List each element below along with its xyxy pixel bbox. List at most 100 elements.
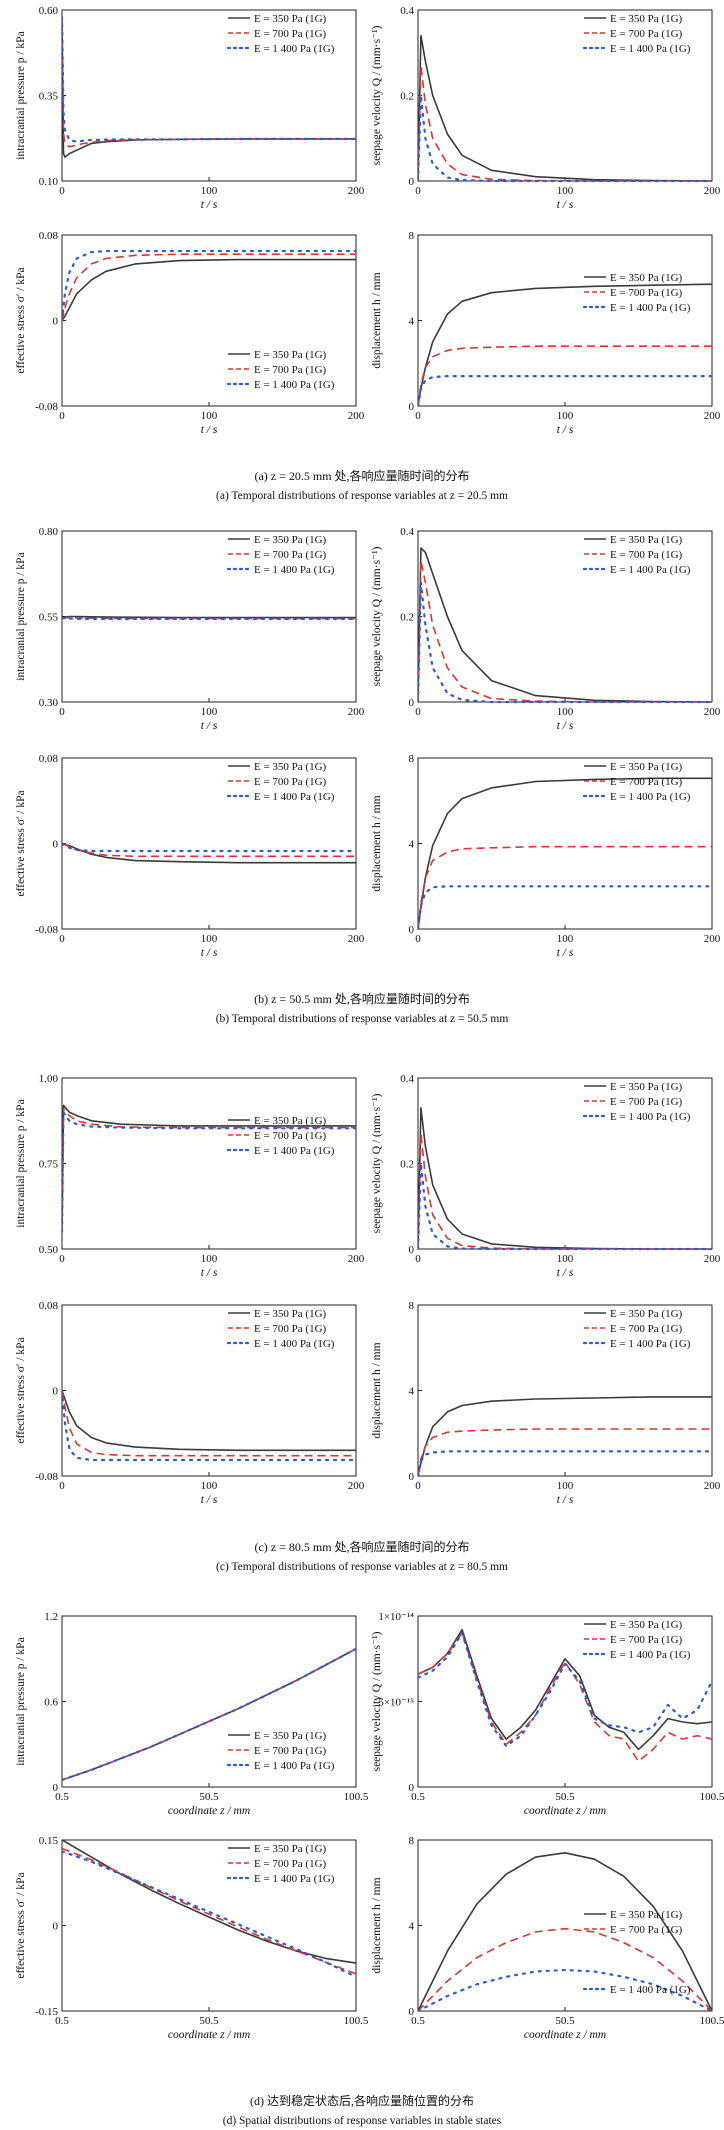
y-tick-label: 0.08 [39, 230, 59, 242]
legend-label-3: E = 1 400 Pa (1G) [254, 791, 335, 803]
x-axis-label: t / s [557, 1267, 574, 1279]
x-tick-label: 100.5 [344, 1791, 369, 1803]
y-tick-label: 0 [409, 2006, 415, 2018]
legend-label-2: E = 700 Pa (1G) [610, 287, 683, 299]
series-line-2 [418, 1132, 712, 1250]
series-line-3 [62, 1389, 356, 1462]
y-axis-label: effective stress σ′ / kPa [15, 1872, 27, 1978]
y-tick-label: 4 [409, 316, 415, 328]
y-tick-label: 8 [409, 1835, 415, 1847]
legend-label-1: E = 350 Pa (1G) [254, 534, 327, 546]
y-axis-label: seepage velocity Q / (mm·s⁻¹) [371, 546, 383, 686]
legend-label-3: E = 1 400 Pa (1G) [254, 1145, 335, 1157]
series-line-2 [62, 616, 356, 620]
legend-label-1: E = 350 Pa (1G) [254, 1115, 327, 1127]
chart-c4: 0 100 200 0 4 8 t / s displacement h / mm E = 35… [371, 1300, 721, 1506]
x-tick-label: 200 [348, 410, 365, 422]
y-tick-label: 0.4 [400, 1073, 414, 1085]
legend-label-1: E = 350 Pa (1G) [610, 1081, 683, 1093]
series-line-1 [418, 547, 712, 703]
chart-c1: 0 100 200 0.50 0.75 1.00 t / s intracranial pre… [15, 1073, 365, 1279]
x-tick-label: 100 [201, 933, 218, 945]
x-tick-label: 100 [201, 706, 218, 718]
y-tick-label: -0.15 [35, 2006, 58, 2018]
y-tick-label: 0 [53, 316, 59, 328]
y-axis-label: intracranial pressure p / kPa [15, 1637, 27, 1765]
y-axis-label: displacement h / mm [371, 272, 383, 368]
x-tick-label: 50.5 [555, 1791, 575, 1803]
x-tick-label: 100 [557, 706, 574, 718]
x-tick-label: 200 [704, 1480, 721, 1492]
x-axis-label: t / s [557, 424, 574, 436]
chart-a4: 0 100 200 0 4 8 t / s displacement h / mm E = 35… [371, 230, 721, 436]
x-tick-label: 100 [557, 1480, 574, 1492]
y-axis-label: effective stress σ′ / kPa [15, 1337, 27, 1443]
legend-label-3: E = 1 400 Pa (1G) [610, 1649, 691, 1661]
y-tick-label: 0 [409, 401, 415, 413]
x-tick-label: 100 [557, 1253, 574, 1265]
x-tick-label: 200 [704, 933, 721, 945]
series-line-2 [418, 1632, 712, 1763]
legend-label-3: E = 1 400 Pa (1G) [254, 1338, 335, 1350]
series-line-3 [418, 581, 712, 704]
legend-label-2: E = 700 Pa (1G) [254, 1323, 327, 1335]
legend-label-3: E = 1 400 Pa (1G) [610, 1338, 691, 1350]
x-tick-label: 100.5 [700, 2015, 724, 2027]
y-tick-label: 0 [53, 1782, 59, 1794]
series-line-3 [418, 1162, 712, 1251]
y-tick-label: 0.6 [44, 1697, 58, 1709]
x-tick-label: 200 [704, 1253, 721, 1265]
x-axis-label: coordinate z / mm [168, 2029, 250, 2041]
legend-label-2: E = 700 Pa (1G) [610, 549, 683, 561]
x-axis-label: t / s [201, 199, 218, 211]
caption-d: (d) 达到稳定状态后,各响应量随位置的分布 (d) Spatial distr… [0, 2092, 724, 2127]
series-line-3 [418, 375, 712, 408]
y-tick-label: 0 [409, 924, 415, 936]
y-tick-label: 8 [409, 753, 415, 765]
caption-a: (a) z = 20.5 mm 处,各响应量随时间的分布 (a) Tempora… [0, 467, 724, 502]
y-tick-label: 0.55 [39, 612, 59, 624]
y-tick-label: 0.75 [39, 1159, 59, 1171]
x-tick-label: 0 [415, 410, 421, 422]
y-tick-label: 5×10⁻¹⁵ [378, 1697, 414, 1709]
y-axis-label: displacement h / mm [371, 1342, 383, 1438]
plot-frame [417, 234, 713, 407]
x-axis-label: t / s [557, 1494, 574, 1506]
legend-label-2: E = 700 Pa (1G) [254, 776, 327, 788]
legend-label-1: E = 350 Pa (1G) [254, 1730, 327, 1742]
series-line-1 [418, 1107, 712, 1250]
x-tick-label: 0 [59, 1480, 65, 1492]
series-line-2 [62, 842, 356, 858]
legend-label-1: E = 350 Pa (1G) [254, 349, 327, 361]
x-tick-label: 0 [59, 1253, 65, 1265]
y-axis-label: effective stress σ′ / kPa [15, 267, 27, 373]
chart-a2: 0 100 200 0 0.2 0.4 t / s seepage velocity Q / … [371, 5, 721, 211]
legend-label-2: E = 700 Pa (1G) [610, 1323, 683, 1335]
x-axis-label: t / s [201, 947, 218, 959]
x-tick-label: 200 [704, 410, 721, 422]
x-axis-label: coordinate z / mm [524, 1805, 606, 1817]
legend-label-3: E = 1 400 Pa (1G) [610, 1984, 691, 1996]
y-tick-label: 0.4 [400, 526, 414, 538]
y-tick-label: 0 [53, 1386, 59, 1398]
legend-label-2: E = 700 Pa (1G) [610, 1634, 683, 1646]
x-tick-label: 200 [348, 1253, 365, 1265]
chart-a1: 0 100 200 0.10 0.35 0.60 t / s intracranial pre… [15, 5, 365, 211]
x-tick-label: 200 [704, 706, 721, 718]
y-tick-label: 0.35 [39, 91, 59, 103]
y-tick-label: 8 [409, 1300, 415, 1312]
x-tick-label: 0 [59, 706, 65, 718]
series-line-1 [418, 1396, 712, 1477]
legend-label-2: E = 700 Pa (1G) [610, 28, 683, 40]
series-line-1 [62, 1104, 356, 1232]
x-tick-label: 50.5 [555, 2015, 575, 2027]
legend-label-1: E = 350 Pa (1G) [610, 1909, 683, 1921]
legend-label-2: E = 700 Pa (1G) [610, 1924, 683, 1936]
caption-b-cn: (b) z = 50.5 mm 处,各响应量随时间的分布 [254, 992, 470, 1006]
x-tick-label: 100.5 [344, 2015, 369, 2027]
legend-label-2: E = 700 Pa (1G) [254, 364, 327, 376]
legend-label-1: E = 350 Pa (1G) [254, 761, 327, 773]
caption-b: (b) z = 50.5 mm 处,各响应量随时间的分布 (b) Tempora… [0, 990, 724, 1025]
legend-label-1: E = 350 Pa (1G) [610, 1619, 683, 1631]
series-line-3 [418, 1968, 712, 2013]
